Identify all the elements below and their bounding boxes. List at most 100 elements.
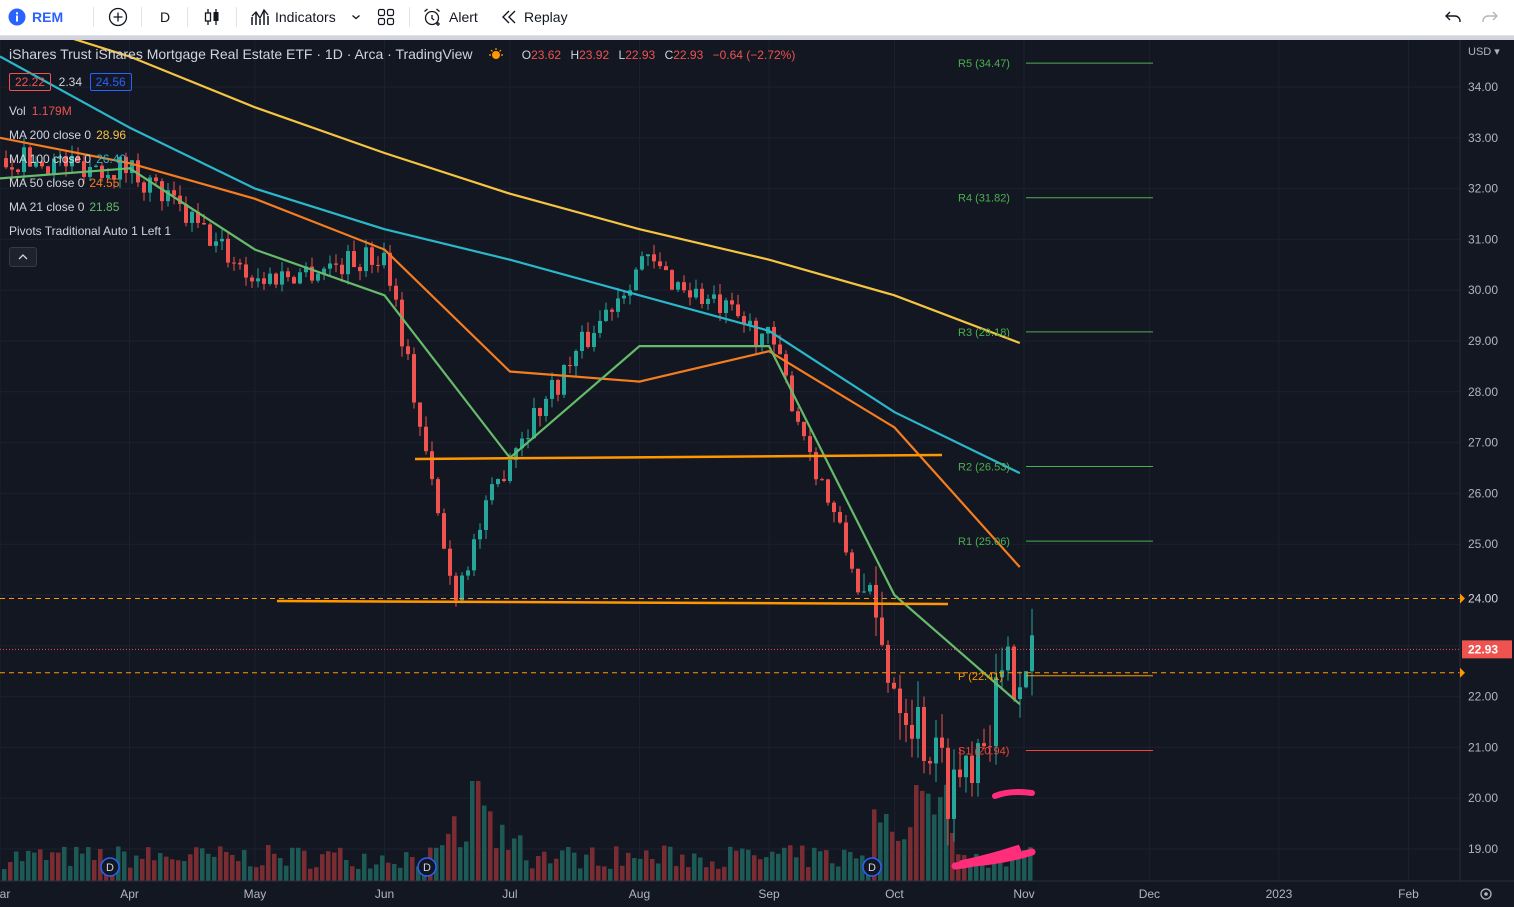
volume-bar <box>122 851 127 881</box>
volume-bar <box>974 853 979 881</box>
candle-body <box>34 161 38 167</box>
legend-ma100[interactable]: MA 100 close 0 26.40 <box>9 152 126 166</box>
volume-bar <box>8 862 13 881</box>
volume-bar <box>920 790 925 881</box>
replay-button[interactable]: Replay <box>500 0 568 34</box>
candle-body <box>532 408 536 439</box>
volume-bar <box>992 859 997 881</box>
candle-body <box>760 333 764 346</box>
price-chart[interactable]: R5 (34.47) R4 (31.82) R3 (29.18) R2 (26.53)… <box>0 40 1514 907</box>
volume-bar <box>656 863 661 881</box>
candle-body <box>4 158 8 168</box>
ma200-label: MA 200 close 0 <box>9 128 92 142</box>
candle-body <box>694 288 698 298</box>
volume-bar <box>1004 866 1009 881</box>
layouts-button[interactable] <box>377 0 395 34</box>
indicators-dropdown[interactable] <box>351 0 361 34</box>
indicators-button[interactable]: Indicators <box>250 0 336 34</box>
alert-flag-icon <box>1460 593 1465 604</box>
legend-volume[interactable]: Vol 1.179M <box>9 104 72 118</box>
settings-gear-icon[interactable] <box>1480 888 1492 900</box>
candle-body <box>946 747 950 819</box>
volume-bar <box>416 866 421 881</box>
candle-body <box>562 365 566 395</box>
candle-body <box>424 426 428 452</box>
volume-bar <box>926 793 931 881</box>
chart-area[interactable]: R5 (34.47) R4 (31.82) R3 (29.18) R2 (26.53)… <box>0 40 1514 907</box>
price-tick-label: 34.00 <box>1468 80 1498 94</box>
candle-body <box>454 575 458 601</box>
volume-bar <box>590 847 595 881</box>
volume-bar <box>338 847 343 881</box>
volume-bar <box>704 867 709 881</box>
symbol-search[interactable]: REM <box>8 0 63 34</box>
candle-body <box>436 479 440 514</box>
collapse-legend-button[interactable] <box>9 247 37 267</box>
gear-center <box>1484 892 1488 896</box>
volume-bar <box>566 847 571 881</box>
candle-body <box>388 252 392 286</box>
volume-bar <box>878 822 883 881</box>
chart-title: iShares Trust iShares Mortgage Real Esta… <box>9 46 473 62</box>
volume-bar <box>884 813 889 881</box>
volume-bar <box>410 857 415 881</box>
volume-bar <box>344 860 349 881</box>
symbol-label: REM <box>32 9 64 25</box>
candle-body <box>310 266 314 281</box>
candle-body <box>418 402 422 427</box>
pivot-label-r3: R3 (29.18) <box>958 327 1010 339</box>
candle-body <box>796 411 800 422</box>
change-value: −0.64 (−2.72%) <box>712 48 796 62</box>
time-tick-label: 2023 <box>1266 887 1293 901</box>
ask-box[interactable]: 24.56 <box>89 73 132 91</box>
candle-body <box>688 290 692 298</box>
dividend-letter: D <box>868 862 876 874</box>
redo-button[interactable] <box>1481 0 1499 34</box>
price-axis: USD ▾ 34.00 33.00 32.00 31.00 30.00 29.00 28.00… <box>1459 40 1514 881</box>
undo-icon <box>1445 11 1461 22</box>
bid-box[interactable]: 22.22 <box>9 73 52 91</box>
candle-body <box>16 169 20 172</box>
candle-body <box>502 479 506 482</box>
alert-button[interactable]: Alert <box>422 0 478 34</box>
legend-ma21[interactable]: MA 21 close 0 21.85 <box>9 200 119 214</box>
dividend-marker: D <box>862 857 882 877</box>
candle-body <box>682 282 686 291</box>
time-tick-label: Mar <box>0 887 10 901</box>
candle-body <box>934 737 938 764</box>
volume-bar <box>458 847 463 881</box>
candle-body <box>856 568 860 593</box>
bid-ask-row: 22.22 2.34 24.56 <box>9 73 132 91</box>
price-tick-label: 22.00 <box>1468 690 1498 704</box>
volume-bar <box>86 847 91 881</box>
volume-bar <box>452 816 457 881</box>
price-tick-label: 25.00 <box>1468 537 1498 551</box>
legend-ma200[interactable]: MA 200 close 0 28.96 <box>9 128 126 142</box>
interval-button[interactable]: D <box>160 0 170 34</box>
candle-body <box>598 320 602 334</box>
high-label: H <box>570 48 580 62</box>
volume-bar <box>536 855 541 881</box>
alarm-clock-icon <box>424 8 440 26</box>
candle-body <box>748 320 752 325</box>
marker-scribble-upper <box>992 789 1035 799</box>
candle-body <box>592 333 596 347</box>
legend-pivots[interactable]: Pivots Traditional Auto 1 Left 1 <box>9 224 171 238</box>
candle-body <box>844 522 848 553</box>
chart-type-button[interactable] <box>203 0 221 34</box>
ma50-value: 24.55 <box>89 176 120 190</box>
legend-ma50[interactable]: MA 50 close 0 24.55 <box>9 176 119 190</box>
ma100-label: MA 100 close 0 <box>9 152 92 166</box>
candle-body <box>136 160 140 183</box>
undo-button[interactable] <box>1444 0 1462 34</box>
volume-bar <box>50 852 55 881</box>
volume-bar <box>776 853 781 881</box>
price-tick-label: 19.00 <box>1468 842 1498 856</box>
volume-bar <box>800 845 805 881</box>
ma50-label: MA 50 close 0 <box>9 176 85 190</box>
compare-button[interactable] <box>108 0 128 34</box>
candle-body <box>256 278 260 282</box>
volume-bar <box>68 866 73 881</box>
volume-bar <box>812 847 817 881</box>
interval-label: D <box>160 9 171 25</box>
